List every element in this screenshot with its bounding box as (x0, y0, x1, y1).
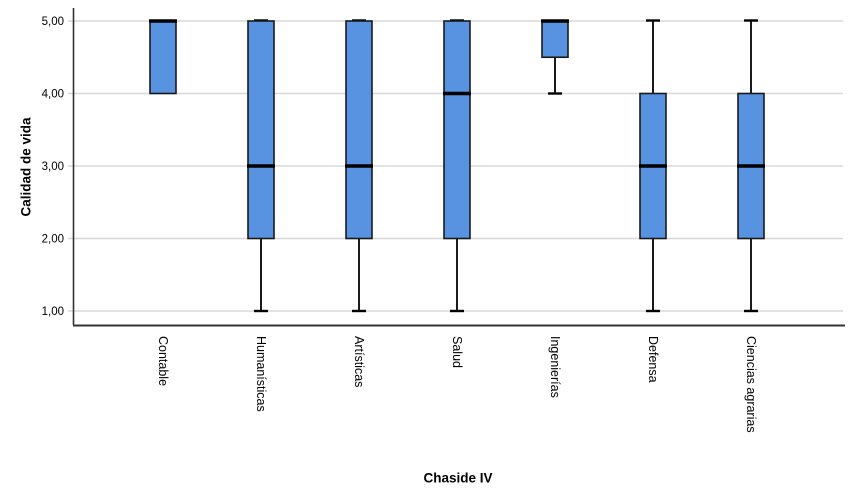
x-axis-title: Chaside IV (423, 470, 493, 486)
x-category-label: Ingenierías (548, 336, 562, 398)
boxplot-box (541, 20, 569, 59)
y-tick-label: 3,00 (42, 161, 64, 173)
y-tick-label: 5,00 (42, 16, 64, 28)
x-category-label: Humanísticas (254, 336, 268, 412)
boxplot-box (149, 20, 177, 95)
x-category-label: Artísticas (352, 336, 366, 387)
y-tick-label: 1,00 (42, 306, 64, 318)
x-category-label: Salud (450, 336, 464, 368)
boxplot-box (345, 20, 373, 240)
y-axis-title: Calidad de vida (18, 117, 34, 217)
x-category-label: Ciencias agrarias (744, 336, 758, 433)
boxplot-box (247, 20, 275, 240)
boxplot-box (443, 20, 471, 240)
y-tick-label: 2,00 (42, 234, 64, 246)
x-category-label: Contable (156, 336, 170, 386)
y-tick-label: 4,00 (42, 89, 64, 101)
x-category-label: Defensa (646, 336, 660, 383)
